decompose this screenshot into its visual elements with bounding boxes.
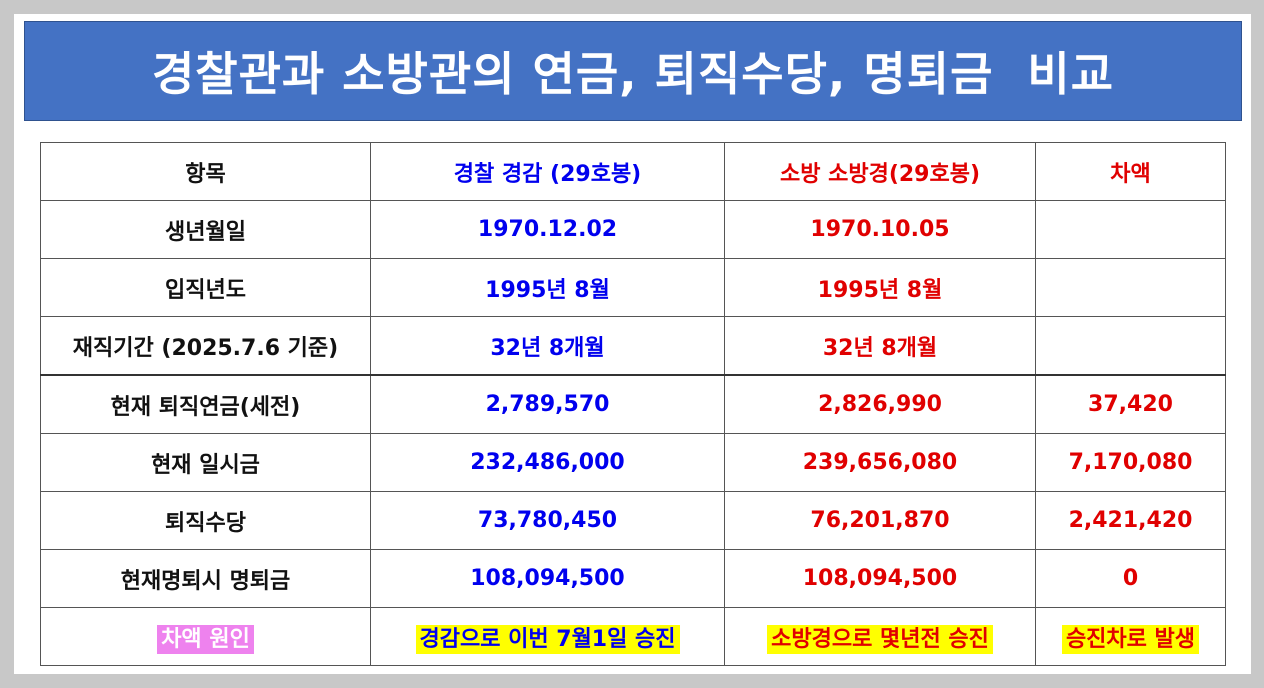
table-row: 재직기간 (2025.7.6 기준) 32년 8개월 32년 8개월	[40, 316, 1226, 376]
title-banner: 경찰관과 소방관의 연금, 퇴직수당, 명퇴금 비교	[24, 21, 1242, 121]
header-police: 경찰 경감 (29호봉)	[370, 142, 725, 201]
row-label: 재직기간 (2025.7.6 기준)	[40, 316, 371, 376]
table-row: 입직년도 1995년 8월 1995년 8월	[40, 258, 1226, 317]
table-row: 생년월일 1970.12.02 1970.10.05	[40, 200, 1226, 259]
police-value: 1970.12.02	[370, 200, 725, 259]
police-value: 1995년 8월	[370, 258, 725, 317]
fire-value: 108,094,500	[724, 549, 1036, 608]
police-value: 108,094,500	[370, 549, 725, 608]
table-row: 현재 일시금 232,486,000 239,656,080 7,170,080	[40, 433, 1226, 492]
row-label: 현재명퇴시 명퇴금	[40, 549, 371, 608]
cause-diff-cell: 승진차로 발생	[1035, 607, 1226, 666]
cause-police: 경감으로 이번 7월1일 승진	[415, 624, 680, 654]
fire-value: 2,826,990	[724, 374, 1036, 434]
cause-label: 차액 원인	[157, 624, 254, 654]
police-value: 232,486,000	[370, 433, 725, 492]
diff-value: 0	[1035, 549, 1226, 608]
row-label: 퇴직수당	[40, 491, 371, 550]
document-sheet: 경찰관과 소방관의 연금, 퇴직수당, 명퇴금 비교 항목 경찰 경감 (29호…	[14, 14, 1251, 674]
comparison-table: 항목 경찰 경감 (29호봉) 소방 소방경(29호봉) 차액 생년월일 197…	[40, 142, 1226, 666]
diff-value	[1035, 200, 1226, 259]
police-value: 73,780,450	[370, 491, 725, 550]
diff-value: 7,170,080	[1035, 433, 1226, 492]
fire-value: 239,656,080	[724, 433, 1036, 492]
cause-fire: 소방경으로 몇년전 승진	[767, 624, 993, 654]
fire-value: 76,201,870	[724, 491, 1036, 550]
cause-fire-cell: 소방경으로 몇년전 승진	[724, 607, 1036, 666]
table-row: 현재명퇴시 명퇴금 108,094,500 108,094,500 0	[40, 549, 1226, 608]
header-row: 항목 경찰 경감 (29호봉) 소방 소방경(29호봉) 차액	[40, 142, 1226, 201]
fire-value: 32년 8개월	[724, 316, 1036, 376]
page-title: 경찰관과 소방관의 연금, 퇴직수당, 명퇴금 비교	[151, 47, 1115, 101]
header-diff: 차액	[1035, 142, 1226, 201]
header-fire: 소방 소방경(29호봉)	[724, 142, 1036, 201]
diff-value: 2,421,420	[1035, 491, 1226, 550]
header-item: 항목	[40, 142, 371, 201]
fire-value: 1995년 8월	[724, 258, 1036, 317]
cause-row: 차액 원인 경감으로 이번 7월1일 승진 소방경으로 몇년전 승진 승진차로 …	[40, 607, 1226, 666]
fire-value: 1970.10.05	[724, 200, 1036, 259]
row-label: 현재 퇴직연금(세전)	[40, 374, 371, 434]
diff-value	[1035, 316, 1226, 376]
diff-value	[1035, 258, 1226, 317]
cause-police-cell: 경감으로 이번 7월1일 승진	[370, 607, 725, 666]
police-value: 2,789,570	[370, 374, 725, 434]
diff-value: 37,420	[1035, 374, 1226, 434]
police-value: 32년 8개월	[370, 316, 725, 376]
row-label: 입직년도	[40, 258, 371, 317]
table-row: 퇴직수당 73,780,450 76,201,870 2,421,420	[40, 491, 1226, 550]
row-label: 현재 일시금	[40, 433, 371, 492]
row-label: 생년월일	[40, 200, 371, 259]
cause-diff: 승진차로 발생	[1061, 624, 1200, 654]
table-row: 현재 퇴직연금(세전) 2,789,570 2,826,990 37,420	[40, 374, 1226, 434]
cause-label-cell: 차액 원인	[40, 607, 371, 666]
